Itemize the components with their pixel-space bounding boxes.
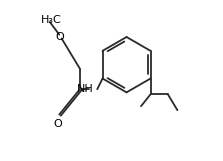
Text: O: O [56,32,64,42]
Text: NH: NH [76,84,93,94]
Text: O: O [53,119,62,129]
Text: H₃C: H₃C [41,15,62,25]
